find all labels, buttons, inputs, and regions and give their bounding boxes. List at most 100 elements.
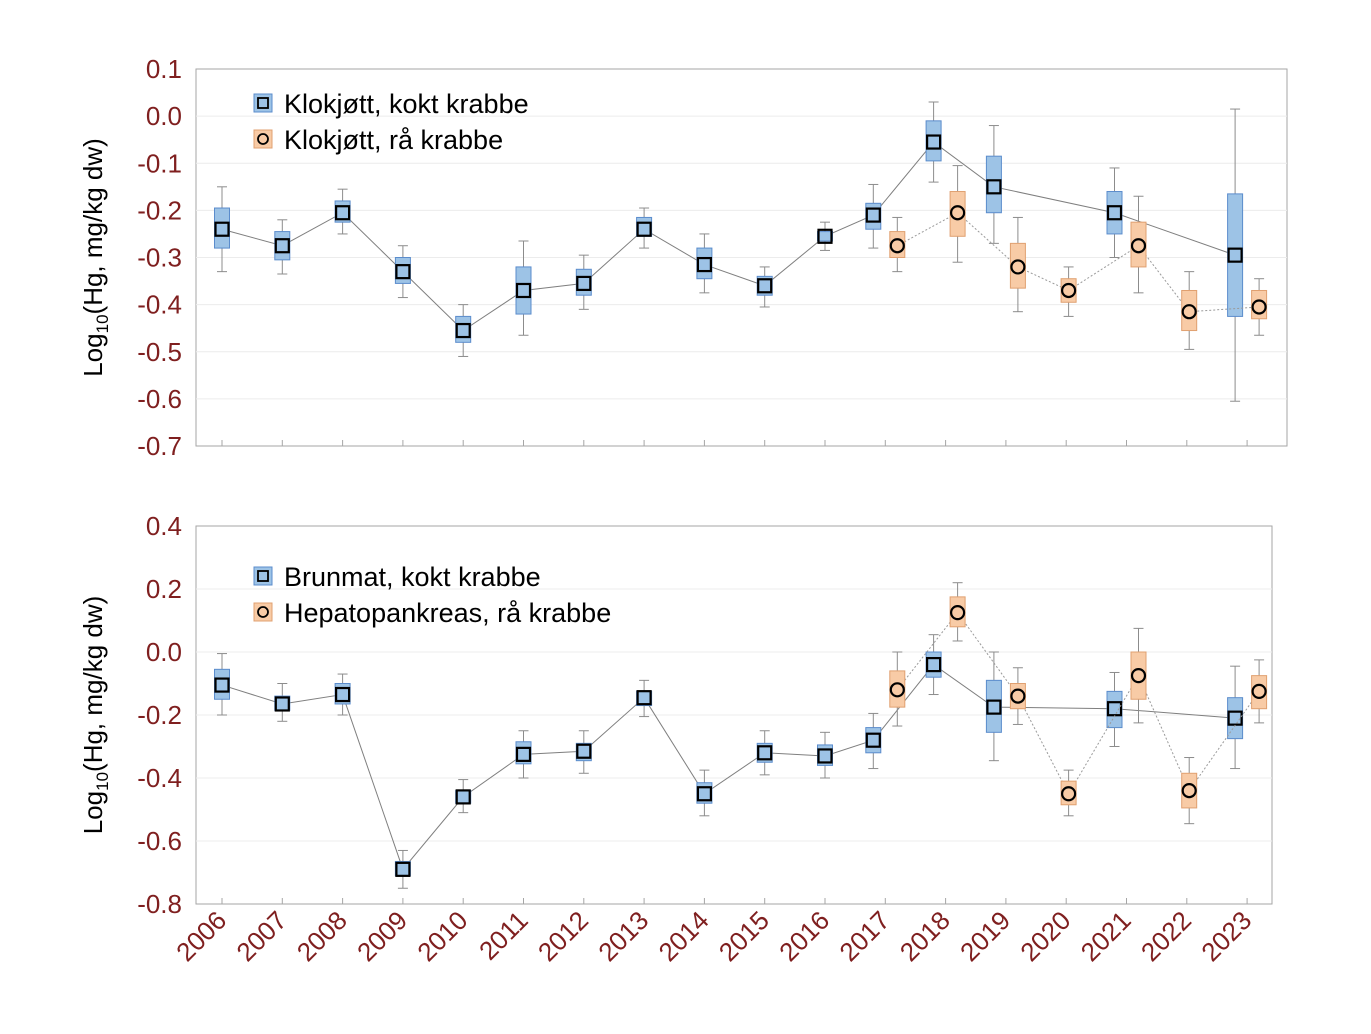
median-marker-circle <box>1251 683 1267 699</box>
iqr-box <box>925 651 942 678</box>
median-marker-square <box>817 228 833 244</box>
iqr-box <box>1009 683 1026 710</box>
legend-swatch <box>253 566 273 586</box>
y-tick-label: -0.8 <box>137 889 182 919</box>
median-marker-circle <box>1181 304 1197 320</box>
iqr-box <box>515 266 532 315</box>
box-2022-b <box>1181 271 1198 350</box>
median-marker-square <box>1106 701 1123 717</box>
box-2021-a <box>1106 167 1123 258</box>
box-2006-a <box>214 186 230 273</box>
iqr-box <box>274 231 291 261</box>
box-2006-a <box>214 653 230 716</box>
y-tick-label: -0.2 <box>137 195 182 225</box>
box-2023-a <box>1227 665 1244 770</box>
y-tick-label: 0.0 <box>146 637 182 667</box>
iqr-box <box>575 268 592 296</box>
iqr-box <box>1130 651 1147 700</box>
iqr-box <box>1009 242 1026 289</box>
legend-label: Klokjøtt, rå krabbe <box>284 125 503 155</box>
box-2008-a <box>334 188 351 235</box>
iqr-box <box>1106 690 1123 729</box>
x-tick-label: 2007 <box>230 905 292 967</box>
box-2023-b <box>1251 659 1268 724</box>
median-marker-circle <box>1060 786 1077 802</box>
x-tick-label: 2013 <box>592 905 654 967</box>
x-tick-label: 2010 <box>411 905 473 967</box>
median-marker-circle <box>1010 259 1026 275</box>
box-2018-b <box>949 582 966 642</box>
x-tick-label: 2017 <box>833 905 895 967</box>
box-2019-a <box>985 125 1002 244</box>
y-tick-label: 0.4 <box>146 511 182 541</box>
box-2015-a <box>756 730 773 776</box>
iqr-box <box>949 191 966 237</box>
box-2017-b <box>889 216 906 273</box>
box-2023-b <box>1251 278 1268 336</box>
box-2021-a <box>1106 671 1123 747</box>
box-2019-b <box>1009 667 1026 725</box>
box-2020-b <box>1060 266 1077 317</box>
y-axis-label: Log10(Hg, mg/kg dw) <box>78 138 112 377</box>
iqr-box <box>865 202 882 230</box>
y-tick-label: -0.4 <box>137 763 182 793</box>
median-marker-circle <box>889 682 905 698</box>
median-marker-square <box>214 221 230 237</box>
median-marker-square <box>925 134 942 150</box>
iqr-box <box>214 207 230 249</box>
iqr-box <box>949 596 966 628</box>
median-marker-square <box>214 677 230 693</box>
median-marker-circle <box>1181 782 1197 799</box>
median-marker-square <box>757 745 773 761</box>
x-tick-label: 2019 <box>954 905 1016 967</box>
box-2011-a <box>515 730 532 779</box>
x-tick-label: 2016 <box>773 905 835 967</box>
box-2012-a <box>575 254 592 310</box>
median-marker-square <box>696 256 713 273</box>
iqr-box <box>889 670 906 708</box>
iqr-box <box>455 790 472 804</box>
median-marker-circle <box>1130 668 1147 684</box>
median-marker-square <box>395 861 411 877</box>
iqr-box <box>455 315 472 343</box>
median-marker-square <box>696 786 713 802</box>
median-marker-square <box>515 746 532 762</box>
box-2018-b <box>949 165 966 263</box>
x-tick-label: 2012 <box>532 905 594 967</box>
median-marker-square <box>986 179 1002 195</box>
box-2014-a <box>696 233 713 294</box>
y-tick-label: -0.6 <box>137 384 182 414</box>
median-marker-square <box>576 275 592 292</box>
x-tick-label: 2008 <box>291 905 353 967</box>
box-2010-a <box>455 779 472 814</box>
iqr-box <box>696 247 713 280</box>
median-marker-circle <box>949 205 966 221</box>
chart-panel-2: 0.4 0.2 0.0 -0.2 -0.4 -0.6 -0.8 Log10(Hg, mg/kg… <box>78 511 1273 967</box>
iqr-box <box>1106 191 1123 235</box>
legend-entry-1: Brunmat, kokt krabbe <box>253 562 541 592</box>
box-2017-a <box>865 712 882 770</box>
median-marker-square <box>636 221 652 237</box>
box-2008-a <box>334 673 351 716</box>
median-marker-square <box>455 322 471 339</box>
legend-entry-2: Hepatopankreas, rå krabbe <box>253 598 611 628</box>
box-2009-a <box>394 849 411 889</box>
box-2022-b <box>1181 757 1198 825</box>
y-tick-label: -0.5 <box>137 337 182 367</box>
median-marker-square <box>986 699 1002 715</box>
legend-swatch <box>253 93 273 113</box>
x-tick-label: 2014 <box>653 905 715 967</box>
median-marker-square <box>925 656 942 673</box>
median-marker-circle <box>1060 282 1077 299</box>
y-tick-label: -0.1 <box>137 148 182 178</box>
iqr-box <box>985 155 1002 214</box>
box-2021-b <box>1130 195 1147 294</box>
box-2019-b <box>1009 216 1026 313</box>
iqr-box <box>1227 193 1244 317</box>
median-marker-square <box>636 690 652 706</box>
median-marker-circle <box>889 238 905 254</box>
y-tick-label: 0.2 <box>146 574 182 604</box>
iqr-box <box>865 727 882 754</box>
median-marker-square <box>865 732 881 748</box>
box-2016-a <box>817 221 833 251</box>
